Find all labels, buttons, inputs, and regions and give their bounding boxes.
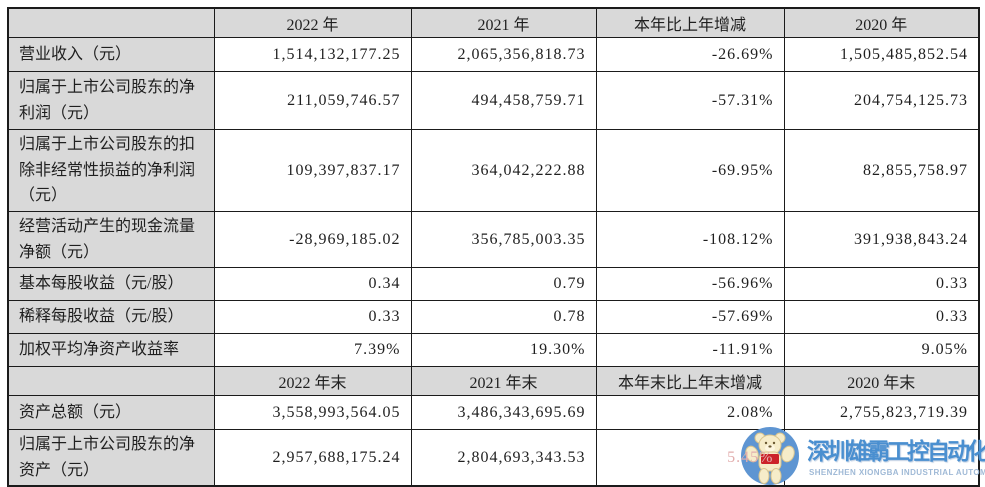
value-cell: 0.33 xyxy=(213,300,412,335)
value-cell: 2.08% xyxy=(595,395,785,431)
row-label: 归属于上市公司股东的扣除非经常性损益的净利润（元） xyxy=(7,129,215,212)
value-cell: 494,458,759.71 xyxy=(410,71,597,130)
table-row-revenue: 营业收入（元） 1,514,132,177.25 2,065,356,818.7… xyxy=(7,37,980,72)
value-cell: 1,514,132,177.25 xyxy=(213,37,412,72)
table-row-net-profit: 归属于上市公司股东的净利润（元） 211,059,746.57 494,458,… xyxy=(7,71,980,130)
header-row-annual: 2022 年 2021 年 本年比上年增减 2020 年 xyxy=(7,7,980,38)
table-row-diluted-eps: 稀释每股收益（元/股） 0.33 0.78 -57.69% 0.33 xyxy=(7,300,980,335)
value-cell: 9.05% xyxy=(783,333,980,368)
corner-cell xyxy=(7,7,215,38)
value-cell: 1,505,485,852.54 xyxy=(783,37,980,72)
col-header-2021: 2021 年 xyxy=(410,7,597,38)
corner-cell xyxy=(7,366,215,397)
col-header-2022: 2022 年 xyxy=(213,7,412,38)
value-cell: 2,957,688,175.24 xyxy=(213,429,412,487)
col-header-yoy-change: 本年比上年增减 xyxy=(595,7,785,38)
row-label: 资产总额（元） xyxy=(7,395,215,431)
value-cell-obscured xyxy=(783,429,980,487)
xiongba-bear-logo-icon xyxy=(741,427,799,485)
value-cell: 2,804,693,343.53 xyxy=(410,429,597,487)
table-row-operating-cash-flow: 经营活动产生的现金流量净额（元） -28,969,185.02 356,785,… xyxy=(7,210,980,269)
value-cell: 391,938,843.24 xyxy=(783,210,980,269)
value-cell: 211,059,746.57 xyxy=(213,71,412,130)
value-cell: -11.91% xyxy=(595,333,785,368)
col-header-yearend-change: 本年末比上年末增减 xyxy=(595,366,785,397)
value-cell: 82,855,758.97 xyxy=(783,129,980,212)
watermark-company-name-cn: 深圳雄霸工控自动化 xyxy=(807,438,985,464)
watermark-company-name-en: SHENZHEN XIONGBA INDUSTRIAL AUTOMATION xyxy=(809,468,985,477)
col-header-2020: 2020 年 xyxy=(783,7,980,38)
col-header-2021-end: 2021 年末 xyxy=(410,366,597,397)
watermark-text: 深圳雄霸工控自动化 SHENZHEN XIONGBA INDUSTRIAL AU… xyxy=(807,426,985,477)
col-header-2022-end: 2022 年末 xyxy=(213,366,412,397)
value-cell: 2,065,356,818.73 xyxy=(410,37,597,72)
value-cell: -56.96% xyxy=(595,267,785,302)
row-label: 营业收入（元） xyxy=(7,37,215,72)
row-label: 加权平均净资产收益率 xyxy=(7,333,215,368)
value-cell: -57.69% xyxy=(595,300,785,335)
value-cell: 364,042,222.88 xyxy=(410,129,597,212)
row-label: 归属于上市公司股东的净利润（元） xyxy=(7,71,215,130)
col-header-2020-end: 2020 年末 xyxy=(783,366,980,397)
value-cell: 0.34 xyxy=(213,267,412,302)
header-row-year-end: 2022 年末 2021 年末 本年末比上年末增减 2020 年末 xyxy=(7,366,980,397)
faint-change-value: 5.45% xyxy=(727,448,774,466)
row-label: 经营活动产生的现金流量净额（元） xyxy=(7,210,215,269)
table-row-net-assets: 归属于上市公司股东的净资产（元） 2,957,688,175.24 2,804,… xyxy=(7,429,980,487)
row-label: 基本每股收益（元/股） xyxy=(7,267,215,302)
financial-summary-table: 2022 年 2021 年 本年比上年增减 2020 年 营业收入（元） 1,5… xyxy=(7,7,980,487)
value-cell: 3,558,993,564.05 xyxy=(213,395,412,431)
value-cell: 0.79 xyxy=(410,267,597,302)
value-cell: 3,486,343,695.69 xyxy=(410,395,597,431)
table-row-basic-eps: 基本每股收益（元/股） 0.34 0.79 -56.96% 0.33 xyxy=(7,267,980,302)
watermark: 深圳雄霸工控自动化 SHENZHEN XIONGBA INDUSTRIAL AU… xyxy=(740,426,985,486)
value-cell: -28,969,185.02 xyxy=(213,210,412,269)
value-cell: 204,754,125.73 xyxy=(783,71,980,130)
value-cell: 7.39% xyxy=(213,333,412,368)
value-cell: -57.31% xyxy=(595,71,785,130)
value-cell: 109,397,837.17 xyxy=(213,129,412,212)
value-cell: 0.78 xyxy=(410,300,597,335)
value-cell: 0.33 xyxy=(783,267,980,302)
value-cell: 356,785,003.35 xyxy=(410,210,597,269)
table-row-weighted-avg-roe: 加权平均净资产收益率 7.39% 19.30% -11.91% 9.05% xyxy=(7,333,980,368)
value-cell: 2,755,823,719.39 xyxy=(783,395,980,431)
value-cell: 0.33 xyxy=(783,300,980,335)
value-cell: -69.95% xyxy=(595,129,785,212)
value-cell: 19.30% xyxy=(410,333,597,368)
row-label: 归属于上市公司股东的净资产（元） xyxy=(7,429,215,487)
value-cell: -108.12% xyxy=(595,210,785,269)
table-row-total-assets: 资产总额（元） 3,558,993,564.05 3,486,343,695.6… xyxy=(7,395,980,431)
table-row-net-profit-excl-nonrecurring: 归属于上市公司股东的扣除非经常性损益的净利润（元） 109,397,837.17… xyxy=(7,129,980,212)
value-cell: -26.69% xyxy=(595,37,785,72)
row-label: 稀释每股收益（元/股） xyxy=(7,300,215,335)
